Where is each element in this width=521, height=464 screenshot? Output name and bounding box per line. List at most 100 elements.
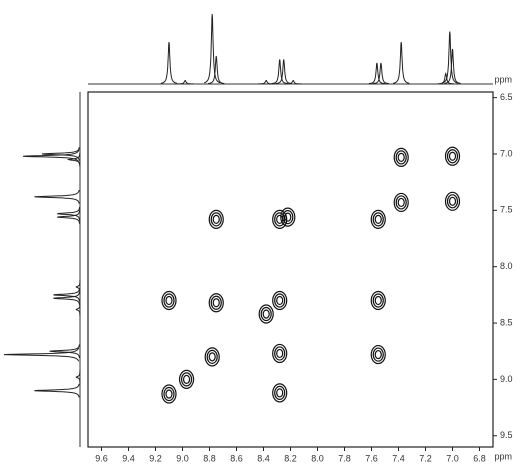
- contour-ring: [161, 384, 177, 404]
- contour-ring: [372, 293, 384, 308]
- contour-ring: [274, 293, 286, 308]
- contour-ring: [258, 304, 274, 324]
- cross-peak: [393, 192, 409, 213]
- contour-ring: [260, 306, 272, 322]
- contour-ring: [272, 343, 288, 364]
- contour-ring: [374, 214, 382, 224]
- x-tick-label: 8.6: [230, 453, 243, 463]
- top-projection-peak: [372, 62, 389, 85]
- contour-ring: [374, 349, 382, 360]
- left-projection-peak: [41, 147, 80, 161]
- y-tick-label: 7.5: [500, 205, 513, 215]
- contour-ring: [262, 309, 270, 319]
- top-projection-peak: [160, 41, 178, 84]
- x-tick-label: 9.0: [176, 453, 189, 463]
- x-tick-label: 8.4: [257, 453, 270, 463]
- cross-peak: [208, 293, 224, 313]
- left-projection-peak: [57, 206, 81, 221]
- contour-ring: [372, 212, 384, 227]
- x-tick-label: 6.8: [473, 453, 486, 463]
- cross-peak: [204, 347, 220, 367]
- contour-ring: [395, 195, 407, 210]
- contour-ring: [446, 149, 459, 164]
- left-projection-peak: [53, 288, 80, 302]
- y-tick-label: 8.0: [500, 261, 513, 271]
- cross-peak: [208, 209, 224, 229]
- contour-ring: [165, 295, 173, 306]
- cross-peak: [370, 344, 386, 365]
- contour-ring: [165, 389, 173, 399]
- left-projection-peak: [53, 291, 80, 305]
- left-projection-peak: [49, 344, 80, 359]
- contour-ring: [282, 209, 294, 225]
- cross-peak: [161, 384, 177, 404]
- contour-ring: [161, 290, 177, 311]
- top-projection-peak: [177, 79, 194, 85]
- x-tick-label: 7.0: [446, 453, 459, 463]
- x-axis-label: ppm: [494, 451, 512, 461]
- left-projection-peak: [22, 149, 80, 164]
- contour-ring: [208, 293, 224, 313]
- x-tick-label: 7.8: [338, 453, 351, 463]
- contour-ring: [206, 349, 218, 364]
- contour-ring: [272, 290, 288, 311]
- y-tick-label: 9.0: [500, 374, 513, 384]
- cross-peak: [272, 290, 288, 311]
- contour-ring: [393, 147, 409, 167]
- contour-ring: [284, 212, 292, 222]
- plot-frame: [87, 91, 494, 448]
- top-projection-peak: [285, 79, 302, 85]
- left-projection-peak: [34, 189, 80, 204]
- cross-peak: [370, 209, 386, 229]
- top-projection-peak: [271, 59, 288, 85]
- contour-ring: [397, 197, 405, 208]
- top-projection-peak: [275, 59, 293, 85]
- cross-peak: [393, 147, 409, 167]
- contour-ring: [180, 372, 193, 387]
- contour-ring: [274, 385, 286, 401]
- contour-ring: [274, 346, 286, 361]
- cross-peak: [178, 369, 195, 389]
- contour-ring: [448, 196, 457, 206]
- cross-peak: [280, 207, 296, 227]
- left-projection-peak: [57, 210, 81, 224]
- contour-ring: [163, 386, 175, 402]
- top-projection-peak: [258, 79, 275, 85]
- cross-peak: [444, 146, 461, 166]
- x-tick-label: 7.4: [392, 453, 405, 463]
- cross-peak: [272, 383, 288, 403]
- contour-ring: [397, 152, 405, 162]
- contour-ring: [374, 295, 382, 306]
- left-projection-peak: [34, 383, 80, 398]
- y-axis-label: ppm: [494, 74, 512, 84]
- contour-ring: [448, 151, 457, 161]
- contour-ring: [444, 146, 461, 166]
- contour-ring: [280, 207, 296, 227]
- contour-ring: [393, 192, 409, 213]
- contour-ring: [210, 295, 222, 310]
- left-projection-peak: [75, 370, 81, 384]
- contour-ring: [204, 347, 220, 367]
- x-tick-label: 9.2: [149, 453, 162, 463]
- left-projection-peak: [3, 347, 80, 362]
- contour-ring: [276, 348, 284, 359]
- x-tick-label: 9.4: [122, 453, 135, 463]
- cross-peak: [370, 290, 386, 311]
- x-tick-label: 8.8: [203, 453, 216, 463]
- top-projection-peak: [368, 62, 385, 85]
- top-projection-peak: [392, 41, 410, 84]
- y-tick-label: 8.5: [500, 317, 513, 327]
- contour-ring: [370, 209, 386, 229]
- contour-ring: [208, 209, 224, 229]
- top-projection-peak: [444, 48, 461, 84]
- cross-peak: [272, 343, 288, 364]
- contour-ring: [208, 352, 216, 362]
- cross-peak: [161, 290, 177, 311]
- contour-ring: [272, 383, 288, 403]
- contour-ring: [272, 209, 288, 229]
- x-tick-label: 7.2: [419, 453, 432, 463]
- contour-ring: [395, 150, 407, 165]
- y-tick-label: 9.5: [500, 430, 513, 440]
- contour-ring: [446, 194, 459, 209]
